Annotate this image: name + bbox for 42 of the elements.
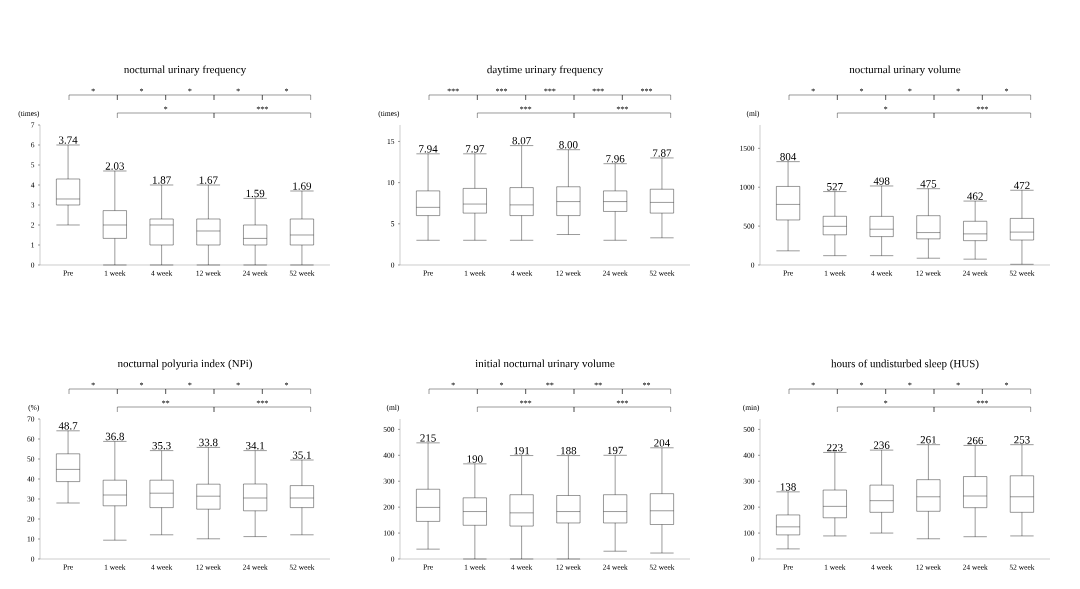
text: 35.3 xyxy=(152,442,171,450)
chart-title: hours of undisturbed sleep (HUS) xyxy=(831,359,979,370)
chart-title: nocturnal urinary frequency xyxy=(124,65,247,76)
text: 527 xyxy=(827,183,843,191)
text: 7.96 xyxy=(606,155,625,163)
text: 35.1 xyxy=(292,451,311,459)
text: 1.87 xyxy=(152,176,171,184)
chart-title: daytime urinary frequency xyxy=(487,65,604,76)
text: 2.03 xyxy=(105,162,124,170)
text: 204 xyxy=(654,439,670,447)
text: 190 xyxy=(467,455,483,463)
text: 138 xyxy=(780,483,796,491)
text: 7.87 xyxy=(653,149,672,157)
text: 1.69 xyxy=(293,182,312,190)
text: 261 xyxy=(920,436,936,444)
text: 498 xyxy=(873,177,890,185)
text: 34.1 xyxy=(246,442,265,450)
text: 804 xyxy=(780,153,797,161)
text: 188 xyxy=(561,446,577,455)
text: 266 xyxy=(967,436,984,445)
text: 8.07 xyxy=(512,136,531,145)
chart-title: initial nocturnal urinary volume xyxy=(475,359,615,370)
text: 236 xyxy=(873,441,890,449)
text: 197 xyxy=(607,446,624,455)
text: 1.59 xyxy=(246,189,265,198)
text: 8.00 xyxy=(559,141,578,149)
text: 3.74 xyxy=(59,136,78,144)
text: 253 xyxy=(1014,436,1030,444)
text: 33.8 xyxy=(199,438,218,447)
text: 475 xyxy=(920,180,937,188)
text: 7.97 xyxy=(465,145,485,153)
chart-title: nocturnal urinary volume xyxy=(849,65,961,76)
text: 7.94 xyxy=(419,145,438,153)
text: 472 xyxy=(1013,181,1030,190)
text: 36.8 xyxy=(105,432,125,441)
chart-title: nocturnal polyuria index (NPi) xyxy=(117,359,252,370)
text: 48.7 xyxy=(58,422,78,430)
text: 1.67 xyxy=(199,176,218,184)
text: 215 xyxy=(420,434,436,442)
text: 223 xyxy=(827,443,843,452)
text: 191 xyxy=(514,447,530,455)
text: 462 xyxy=(967,192,983,200)
